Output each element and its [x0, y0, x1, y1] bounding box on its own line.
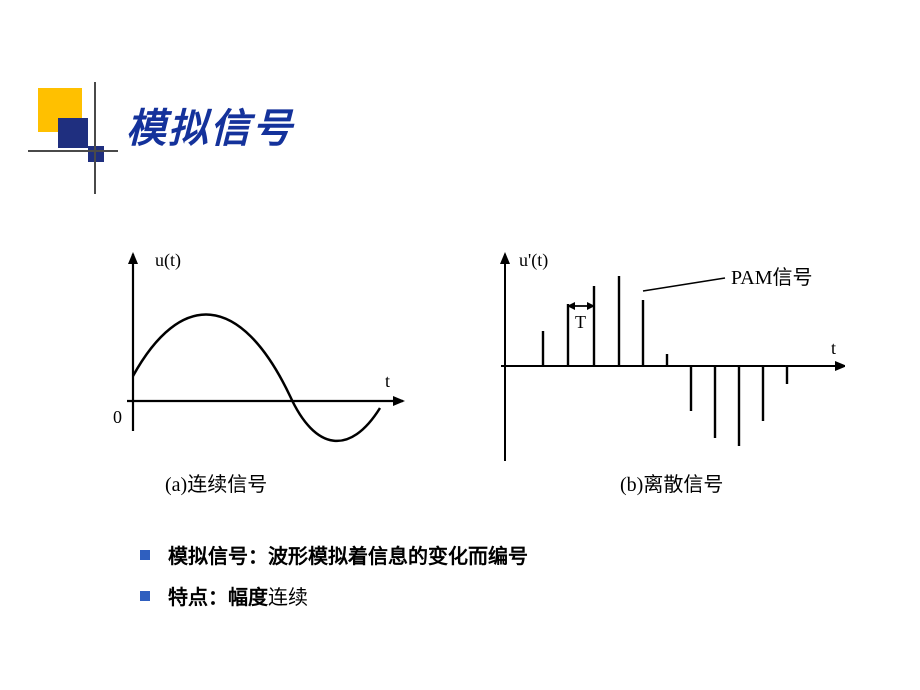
bullet-list: 模拟信号：波形模拟着信息的变化而编号 特点：幅度连续	[140, 540, 528, 622]
svg-text:PAM信号: PAM信号	[731, 266, 813, 289]
continuous-signal-plot: u(t) t 0 (a)连续信号	[85, 236, 415, 496]
svg-text:t: t	[385, 371, 390, 391]
bullet-icon	[140, 550, 150, 560]
title-decoration	[38, 88, 118, 198]
svg-text:(a)连续信号: (a)连续信号	[165, 473, 267, 496]
figure-b: T PAM信号 u'(t) t (b)离散信号	[475, 236, 845, 496]
page-title: 模拟信号	[126, 96, 294, 154]
bullet-text: 模拟信号：波形模拟着信息的变化而编号	[168, 540, 528, 569]
svg-text:u(t): u(t)	[155, 250, 181, 271]
bullet-item: 特点：幅度连续	[140, 581, 528, 610]
bullet-icon	[140, 591, 150, 601]
svg-text:t: t	[831, 338, 836, 358]
svg-text:(b)离散信号: (b)离散信号	[620, 473, 723, 496]
figure-a: u(t) t 0 (a)连续信号	[85, 236, 415, 496]
svg-text:T: T	[575, 312, 586, 332]
svg-text:u'(t): u'(t)	[519, 250, 548, 271]
svg-text:0: 0	[113, 407, 122, 427]
discrete-signal-plot: T PAM信号 u'(t) t (b)离散信号	[475, 236, 845, 496]
bullet-text: 特点：幅度连续	[168, 581, 308, 610]
bullet-item: 模拟信号：波形模拟着信息的变化而编号	[140, 540, 528, 569]
figures-container: u(t) t 0 (a)连续信号 T PAM信号 u'(t) t (b)离散信号	[85, 236, 835, 516]
